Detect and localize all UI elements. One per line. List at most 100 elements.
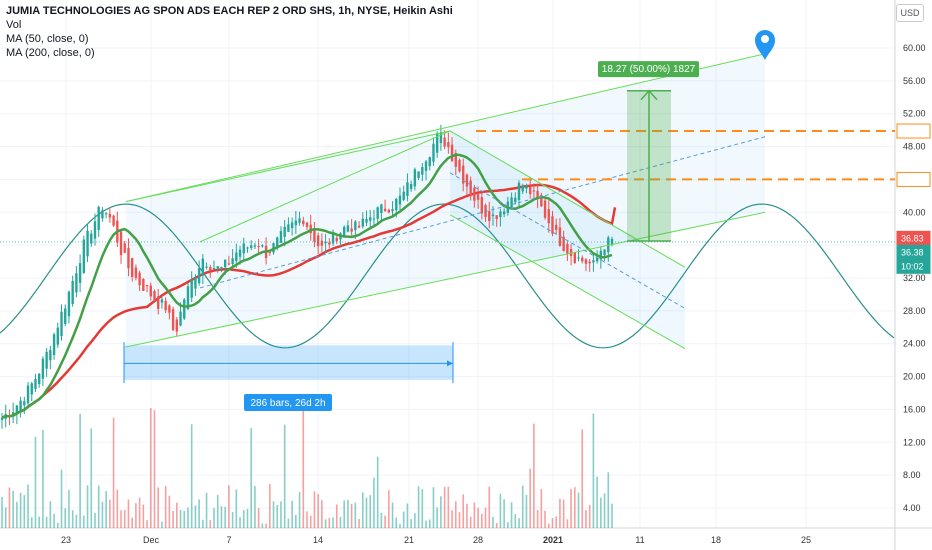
candle-body: [454, 152, 457, 167]
volume-bar: [56, 522, 59, 528]
candle-body: [424, 161, 428, 171]
volume-bar: [8, 487, 11, 528]
volume-bar: [462, 494, 465, 528]
candle-body: [56, 327, 59, 345]
candle-body: [246, 247, 249, 249]
candle-body: [227, 263, 231, 265]
price-tag-label: 49.89: [901, 126, 924, 136]
volume-bar: [410, 519, 412, 528]
y-axis[interactable]: 60.0056.0052.0048.0044.0040.0036.0032.00…: [903, 43, 926, 513]
price-tag: [896, 171, 931, 187]
volume-bar: [202, 519, 204, 528]
volume-bar: [161, 521, 163, 528]
volume-bar: [265, 523, 267, 528]
candle-body: [499, 211, 502, 218]
range-label-bg: [244, 394, 332, 411]
candle-body: [551, 216, 554, 234]
volume-bar: [235, 489, 238, 528]
pitch-line[interactable]: [199, 130, 451, 243]
volume-bar: [499, 493, 502, 528]
volume-bar: [536, 510, 539, 528]
volume-bar: [194, 505, 197, 528]
candle-body: [119, 231, 123, 256]
volume-bar: [116, 489, 119, 528]
down-channel-lower[interactable]: [449, 214, 686, 350]
candle-body: [183, 299, 186, 319]
volume-bar: [570, 488, 572, 528]
volume-bar: [83, 515, 85, 528]
volume-bar: [142, 504, 145, 528]
volume-bar: [209, 519, 212, 528]
candle-body: [491, 214, 495, 217]
volume-bar: [473, 502, 476, 528]
volume-bar: [421, 489, 424, 528]
candle-body: [71, 280, 74, 304]
volume-bar: [391, 502, 394, 528]
location-pin-icon[interactable]: [755, 30, 775, 60]
candle-body: [316, 235, 320, 247]
x-tick-label: 11: [635, 535, 644, 545]
candle-body: [573, 252, 577, 263]
volume-bar: [261, 523, 264, 528]
y-tick-label: 28.00: [903, 306, 926, 316]
volume-bar: [592, 413, 595, 528]
candle-body: [123, 243, 126, 253]
volume-bar: [109, 499, 111, 528]
candle-body: [588, 261, 591, 264]
drawing-layer-front[interactable]: 18.27 (50.00%) 1827 286 bars, 26d 2h: [125, 30, 895, 411]
date-range-box[interactable]: [124, 345, 453, 380]
candle-body: [603, 249, 606, 256]
volume-bar: [581, 429, 584, 528]
legend-volume[interactable]: Vol: [6, 19, 22, 31]
x-tick-label: 25: [801, 535, 811, 545]
down-channel-upper[interactable]: [449, 130, 686, 268]
x-tick-label: 14: [313, 535, 323, 545]
channel-upper-line[interactable]: [125, 53, 766, 203]
candle-body: [34, 378, 37, 389]
candle-body: [257, 246, 260, 248]
volume-bar: [231, 511, 234, 528]
candle-body: [190, 279, 193, 298]
candle-body: [164, 300, 167, 311]
volume-bar: [551, 518, 554, 528]
currency-button[interactable]: USD: [896, 4, 924, 22]
volume-bar: [53, 513, 55, 528]
volume-bar: [179, 509, 182, 528]
candle-body: [298, 218, 301, 223]
volume-bar: [466, 503, 468, 528]
candle-body: [268, 251, 272, 253]
candle-body: [354, 221, 357, 231]
y-tick-label: 40.00: [903, 207, 926, 217]
volume-bar: [521, 485, 524, 528]
ma50-path: [1, 153, 613, 419]
candle-body: [242, 243, 245, 254]
channel-lower-line[interactable]: [125, 211, 766, 348]
candle-body: [406, 182, 409, 196]
volume-bar: [406, 503, 409, 528]
symbol-title[interactable]: JUMIA TECHNOLOGIES AG SPON ADS EACH REP …: [6, 5, 453, 17]
candle-body: [569, 249, 573, 256]
x-tick-label: 2021: [543, 535, 563, 545]
x-axis[interactable]: 23 Dec 7 14 21 28 2021 11 18 25: [61, 535, 811, 545]
candle-body: [417, 171, 420, 178]
y-tick-label: 12.00: [903, 437, 926, 447]
volume-bar: [112, 417, 115, 528]
volume-bar: [451, 510, 453, 528]
volume-bar: [287, 518, 290, 528]
pitch-line[interactable]: [125, 130, 451, 203]
candle-body: [37, 373, 41, 384]
volume-bar: [324, 519, 327, 528]
candle-body: [75, 273, 78, 293]
volume-bar: [510, 502, 513, 528]
volume-bar: [395, 517, 398, 528]
candle-body: [331, 232, 335, 244]
drawing-layer-back[interactable]: [123, 53, 765, 384]
volume-bar: [105, 490, 107, 528]
legend-ma50[interactable]: MA (50, close, 0): [6, 33, 89, 45]
legend-ma200[interactable]: MA (200, close, 0): [6, 47, 95, 59]
y-tick-label: 20.00: [903, 372, 926, 382]
y-tick-label: 56.00: [903, 76, 926, 86]
volume-bar: [246, 508, 249, 528]
candle-body: [476, 194, 480, 200]
